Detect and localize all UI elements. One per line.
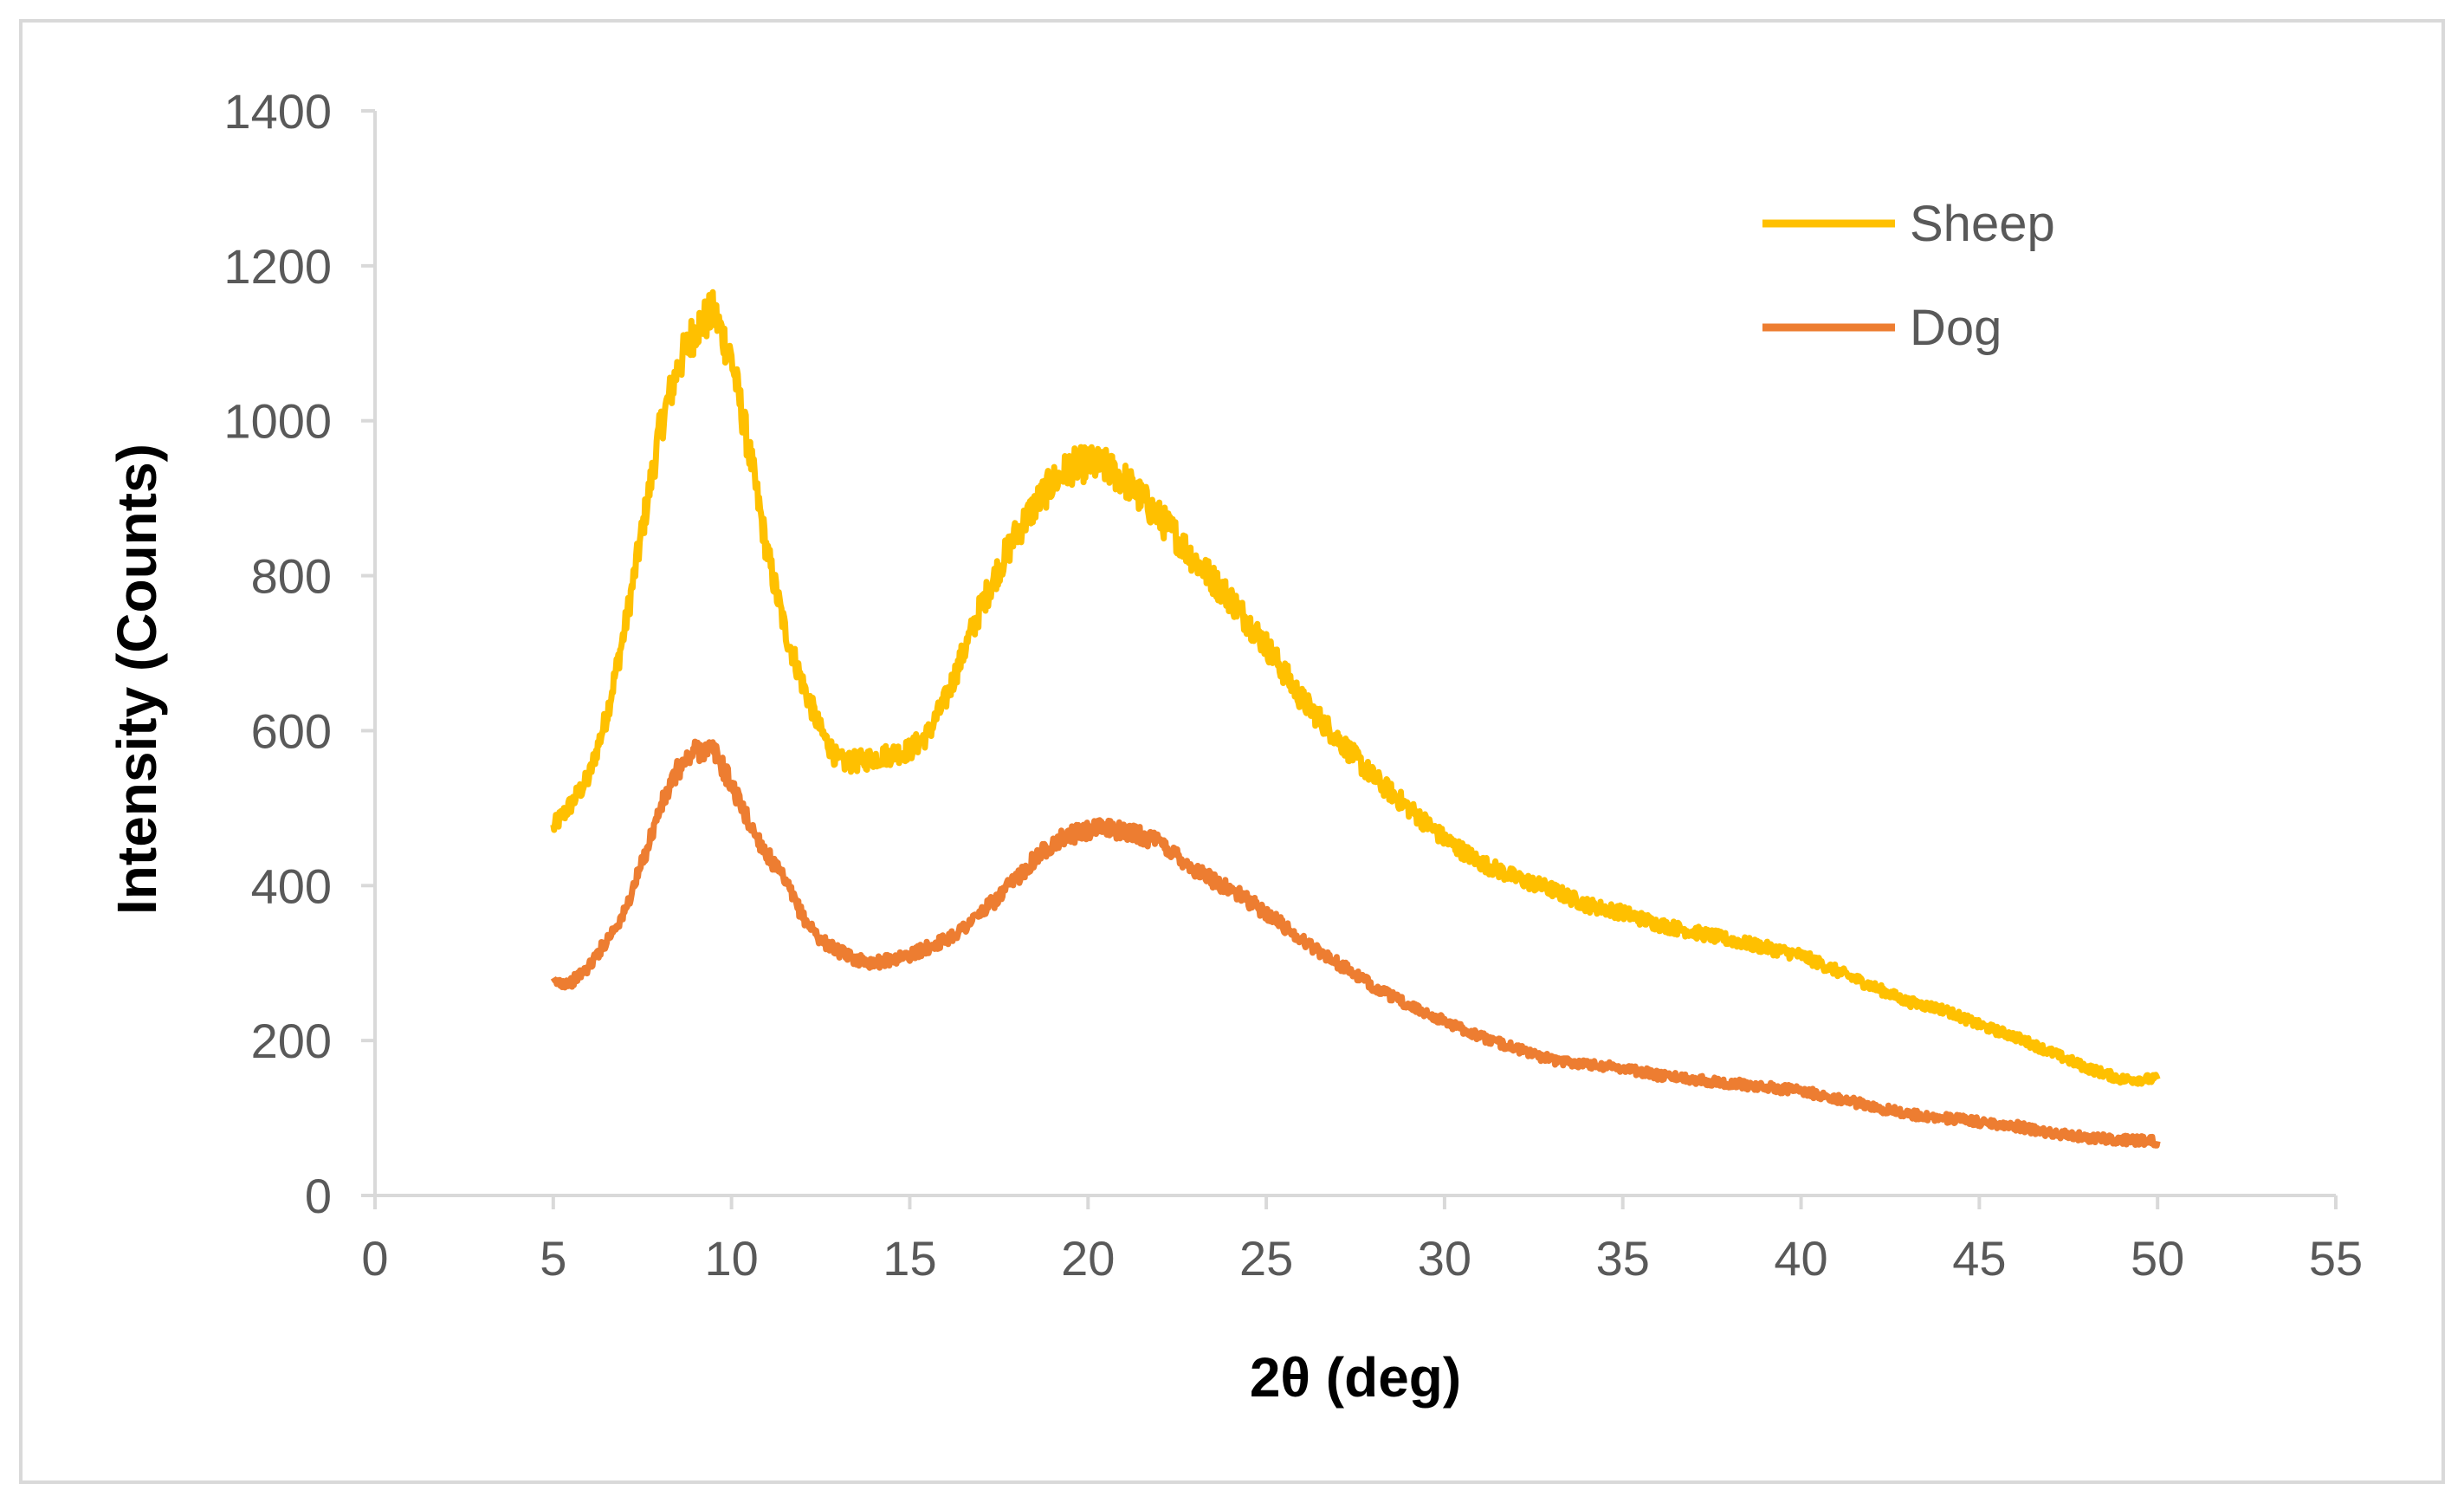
chart-frame bbox=[19, 19, 2445, 1484]
legend: Sheep Dog bbox=[1762, 196, 2055, 356]
y-tick-label: 600 bbox=[251, 703, 332, 758]
y-tick-label: 0 bbox=[305, 1169, 332, 1223]
legend-label-sheep: Sheep bbox=[1910, 196, 2055, 252]
axes bbox=[373, 111, 2336, 1197]
x-tick-label: 5 bbox=[540, 1231, 566, 1286]
x-axis-title: 2θ (deg) bbox=[1250, 1346, 1461, 1409]
x-tick-label: 55 bbox=[2309, 1231, 2363, 1286]
x-tick-label: 30 bbox=[1418, 1231, 1471, 1286]
y-axis-title: Intensity (Counts) bbox=[106, 444, 168, 915]
x-tick-label: 15 bbox=[883, 1231, 936, 1286]
x-tick-label: 35 bbox=[1596, 1231, 1650, 1286]
y-tick-label: 800 bbox=[251, 549, 332, 604]
y-tick-label: 1200 bbox=[223, 239, 332, 294]
x-tick-label: 25 bbox=[1239, 1231, 1293, 1286]
series-group bbox=[550, 288, 2161, 1149]
y-tick-label: 1000 bbox=[223, 394, 332, 449]
x-tick-label: 40 bbox=[1774, 1231, 1827, 1286]
y-tick-label: 400 bbox=[251, 858, 332, 913]
x-tick-label: 10 bbox=[704, 1231, 758, 1286]
y-tick-label: 200 bbox=[251, 1014, 332, 1068]
legend-label-dog: Dog bbox=[1910, 300, 2002, 356]
series-line-sheep bbox=[550, 288, 2161, 1087]
x-tick-label: 45 bbox=[1952, 1231, 2006, 1286]
ticks: 0 200 400 600 800 1000 1200 1400 0 5 10 15 20 25 30 35 4… bbox=[223, 84, 2363, 1286]
series-line-dog bbox=[550, 738, 2161, 1149]
x-tick-label: 0 bbox=[361, 1231, 388, 1286]
x-tick-label: 20 bbox=[1061, 1231, 1115, 1286]
x-tick-label: 50 bbox=[2131, 1231, 2184, 1286]
y-tick-label: 1400 bbox=[223, 84, 332, 139]
